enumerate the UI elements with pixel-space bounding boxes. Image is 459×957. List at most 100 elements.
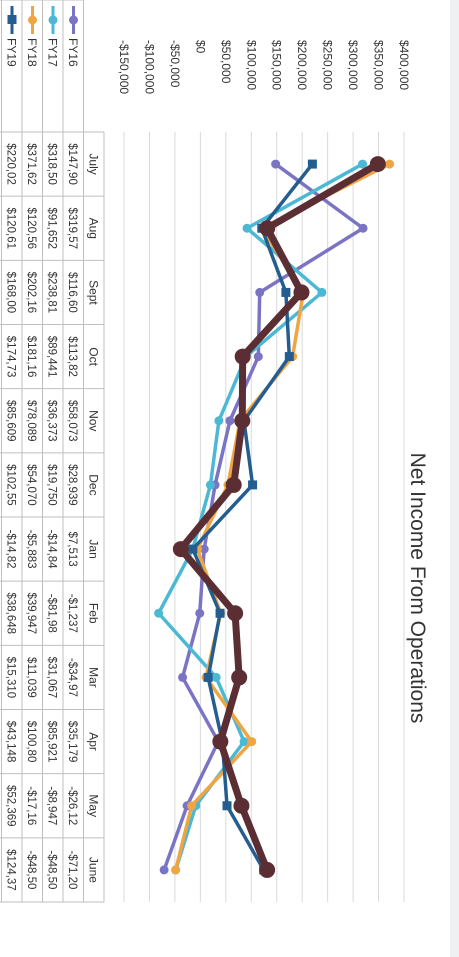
table-cell: $168,00 (5, 272, 17, 314)
legend-label: FY18 (25, 38, 39, 67)
data-point (369, 156, 386, 173)
table-cell: $28,939 (66, 464, 78, 506)
table-cell: $58,073 (66, 400, 78, 442)
table-cell: $120,61 (5, 207, 17, 249)
data-point (203, 672, 213, 682)
series-fy16 (159, 159, 368, 875)
y-tick-label: $100,000 (244, 40, 258, 90)
data-point (187, 801, 197, 811)
y-tick-label: $50,000 (219, 40, 233, 84)
data-point (385, 159, 395, 169)
y-tick-label: $350,000 (372, 40, 386, 90)
data-point (225, 476, 242, 493)
data-point (233, 797, 250, 814)
table-cell: $124,37 (5, 849, 17, 891)
data-point (215, 608, 225, 618)
data-point (171, 865, 181, 875)
table-cell: -$26,12 (66, 786, 78, 825)
grid-layer (123, 132, 405, 902)
data-point (293, 284, 310, 301)
table-cell: -$5,883 (25, 530, 37, 569)
data-point (242, 223, 252, 233)
data-point (317, 287, 327, 297)
table-cell: -$48,50 (46, 850, 58, 889)
data-point (259, 220, 276, 237)
data-point (255, 287, 265, 297)
legend-marker (28, 15, 37, 25)
series-fy20 (172, 156, 386, 878)
legend-marker (48, 15, 58, 25)
data-point (271, 159, 281, 169)
data-point (234, 412, 251, 429)
data-point (231, 669, 248, 686)
y-tick-label: $300,000 (346, 40, 360, 90)
data-point (199, 544, 209, 554)
table-cell: -$48,50 (25, 850, 37, 889)
series-line (162, 162, 365, 872)
y-tick-label: $0 (193, 40, 207, 54)
table-cell: $35,179 (66, 721, 78, 763)
table-cell: $78,089 (25, 400, 37, 442)
series-line (156, 162, 365, 872)
table-cell: $181,16 (25, 336, 37, 378)
data-point (284, 352, 294, 362)
x-category-label: Oct (87, 347, 101, 366)
series-fy17 (154, 159, 368, 875)
table-cell: $15,310 (5, 657, 17, 699)
data-point (358, 223, 368, 233)
table-cell: $202,16 (25, 272, 37, 314)
table-cell: $102,55 (5, 464, 17, 506)
x-category-label: June (87, 857, 101, 883)
table-cell: $100,80 (25, 721, 37, 763)
x-category-label: Dec (87, 474, 101, 495)
table-cell: -$14,82 (5, 530, 17, 569)
data-point (178, 672, 188, 682)
scan-edge (450, 0, 459, 957)
y-tick-label: $200,000 (295, 40, 309, 90)
data-point (227, 605, 244, 622)
series-line (177, 160, 382, 874)
x-category-label: Feb (87, 603, 101, 624)
table-cell: -$8,947 (46, 786, 58, 825)
chart-title: Net Income From Operations (406, 453, 429, 724)
x-category-label: Mar (87, 667, 101, 688)
y-tick-label: -$50,000 (168, 40, 182, 88)
table-cell: $371,62 (25, 143, 37, 185)
x-category-label: May (87, 794, 101, 817)
data-point (172, 541, 189, 558)
table-cell: -$34,97 (66, 658, 78, 697)
table-cell: $52,369 (5, 785, 17, 827)
data-point (225, 416, 235, 426)
table-cell: $238,81 (46, 272, 58, 314)
data-point (358, 159, 368, 169)
table-cell: $36,373 (46, 400, 58, 442)
table-cell: -$71,20 (66, 850, 78, 889)
table-row-fy19: FY19 $220,02 $120,61 $168,00 $174,73 $85,609 $… (5, 6, 19, 891)
legend-label: FY17 (46, 38, 60, 67)
y-tick-label: $150,000 (270, 40, 284, 90)
data-point (195, 608, 205, 618)
table-cell: $113,82 (66, 336, 78, 377)
table-cell: $38,648 (5, 592, 17, 634)
data-point (205, 480, 215, 490)
table-cell: $85,609 (5, 400, 17, 442)
data-point (212, 733, 229, 750)
data-point (154, 608, 164, 618)
table-cell: $147,90 (66, 143, 78, 185)
data-point (253, 352, 263, 362)
table-cell: $120,56 (25, 207, 37, 249)
y-tick-labels: $400,000 $350,000 $300,000 $250,000 $200,000… (117, 40, 411, 94)
y-tick-label: -$150,000 (117, 40, 131, 94)
table-cell: $39,947 (25, 592, 37, 634)
x-category-label: Sept (87, 280, 101, 305)
x-category-label: Apr (87, 732, 101, 751)
x-category-label: Jan (87, 539, 101, 558)
table-cell: $11,039 (25, 657, 37, 698)
x-category-label: Aug (87, 218, 101, 239)
table-cell: $85,921 (46, 721, 58, 763)
series-layer (154, 156, 395, 878)
table-row-fy17: FY17 $318,50 $91,652 $238,81 $89,441 $36,373 $… (46, 6, 60, 889)
table-cell: $7,513 (66, 531, 78, 566)
